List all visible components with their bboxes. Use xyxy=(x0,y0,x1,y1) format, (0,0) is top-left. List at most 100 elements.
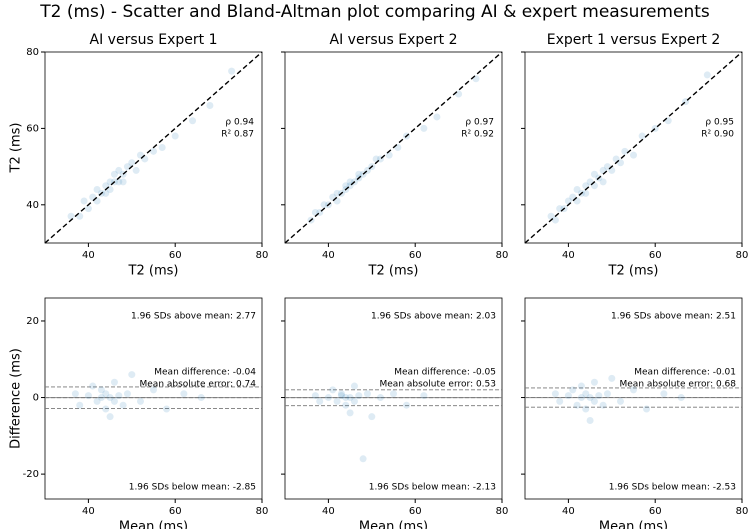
x-tick-label: 60 xyxy=(409,250,422,261)
point xyxy=(115,166,123,174)
y-tick-label: 60 xyxy=(26,123,39,134)
point xyxy=(616,397,624,405)
point xyxy=(573,401,581,409)
point xyxy=(590,378,598,386)
point xyxy=(590,170,598,178)
point xyxy=(80,197,88,205)
mean-difference-label: Mean difference: -0.05 xyxy=(394,368,496,378)
point xyxy=(150,386,157,394)
y-tick-label: -20 xyxy=(23,469,39,480)
point xyxy=(102,390,110,398)
point xyxy=(603,390,611,398)
point xyxy=(180,390,188,398)
point xyxy=(329,386,337,394)
point xyxy=(342,401,350,409)
point xyxy=(586,417,594,425)
x-tick-label: 60 xyxy=(409,506,422,517)
point xyxy=(551,390,559,398)
y-tick-label: 0 xyxy=(33,393,39,404)
point xyxy=(577,382,585,390)
point xyxy=(171,132,179,140)
x-tick-label: 60 xyxy=(169,250,182,261)
point xyxy=(368,413,376,421)
x-tick-label: 40 xyxy=(322,506,335,517)
point xyxy=(97,394,105,402)
point xyxy=(433,113,441,121)
point xyxy=(197,394,205,402)
point xyxy=(119,401,127,409)
point xyxy=(586,394,594,402)
x-tick-label: 80 xyxy=(736,506,749,517)
point xyxy=(93,397,101,405)
point xyxy=(551,216,559,224)
x-tick-label: 40 xyxy=(322,250,335,261)
axes-frame xyxy=(524,51,743,244)
point xyxy=(324,394,332,402)
point xyxy=(102,189,110,197)
point xyxy=(110,397,118,405)
point xyxy=(556,397,564,405)
point xyxy=(228,67,236,75)
point xyxy=(677,394,685,402)
point xyxy=(320,201,328,209)
x-tick-label: 40 xyxy=(562,506,575,517)
axes-frame xyxy=(44,51,263,244)
point xyxy=(564,392,572,400)
stat-annotation: ρ 0.97 xyxy=(465,118,494,128)
stat-annotation: ρ 0.95 xyxy=(705,118,734,128)
point xyxy=(420,124,428,132)
x-axis-label: T2 (ms) xyxy=(368,264,419,279)
y-tick-label: 20 xyxy=(26,316,39,327)
lower-loa-label: 1.96 SDs below mean: -2.85 xyxy=(129,483,256,493)
y-axis-label: T2 (ms) xyxy=(9,123,24,174)
x-tick-label: 80 xyxy=(256,506,269,517)
x-axis-label: T2 (ms) xyxy=(608,264,659,279)
point xyxy=(128,371,136,379)
point xyxy=(359,455,367,463)
point xyxy=(97,386,105,394)
panel-title: Expert 1 versus Expert 2 xyxy=(547,32,720,48)
x-tick-label: 80 xyxy=(496,250,509,261)
axes-frame xyxy=(524,297,743,500)
point xyxy=(660,390,668,398)
axes-frame xyxy=(284,51,503,244)
x-tick-label: 40 xyxy=(82,250,95,261)
point xyxy=(420,392,428,400)
x-axis-label: Mean (ms) xyxy=(119,520,188,529)
point xyxy=(316,397,324,405)
point xyxy=(115,178,123,186)
stat-annotation: R² 0.90 xyxy=(701,130,734,140)
point xyxy=(102,405,110,413)
point xyxy=(346,409,354,417)
x-tick-label: 60 xyxy=(169,506,182,517)
point xyxy=(76,401,84,409)
point xyxy=(84,205,92,213)
x-tick-label: 40 xyxy=(82,506,95,517)
point xyxy=(128,159,136,167)
point xyxy=(590,397,598,405)
point xyxy=(643,405,651,413)
point xyxy=(110,378,118,386)
point xyxy=(206,101,214,109)
point xyxy=(150,147,157,155)
x-axis-label: T2 (ms) xyxy=(128,264,179,279)
upper-loa-label: 1.96 SDs above mean: 2.77 xyxy=(131,312,256,322)
y-tick-label: 80 xyxy=(26,47,39,58)
point xyxy=(71,390,79,398)
figure-title: T2 (ms) - Scatter and Bland-Altman plot … xyxy=(39,2,710,22)
point xyxy=(608,374,616,382)
y-tick-label: 40 xyxy=(26,200,39,211)
mean-difference-label: Mean difference: -0.01 xyxy=(634,368,736,378)
x-tick-label: 40 xyxy=(562,250,575,261)
mae-label: Mean absolute error: 0.53 xyxy=(380,380,497,390)
mean-difference-label: Mean difference: -0.04 xyxy=(154,368,256,378)
point xyxy=(569,386,577,394)
x-tick-label: 60 xyxy=(649,506,662,517)
x-tick-label: 80 xyxy=(256,250,269,261)
point xyxy=(582,189,590,197)
point xyxy=(355,392,363,400)
point xyxy=(376,394,384,402)
point xyxy=(333,397,341,405)
point xyxy=(630,386,637,394)
stat-annotation: R² 0.87 xyxy=(221,130,254,140)
